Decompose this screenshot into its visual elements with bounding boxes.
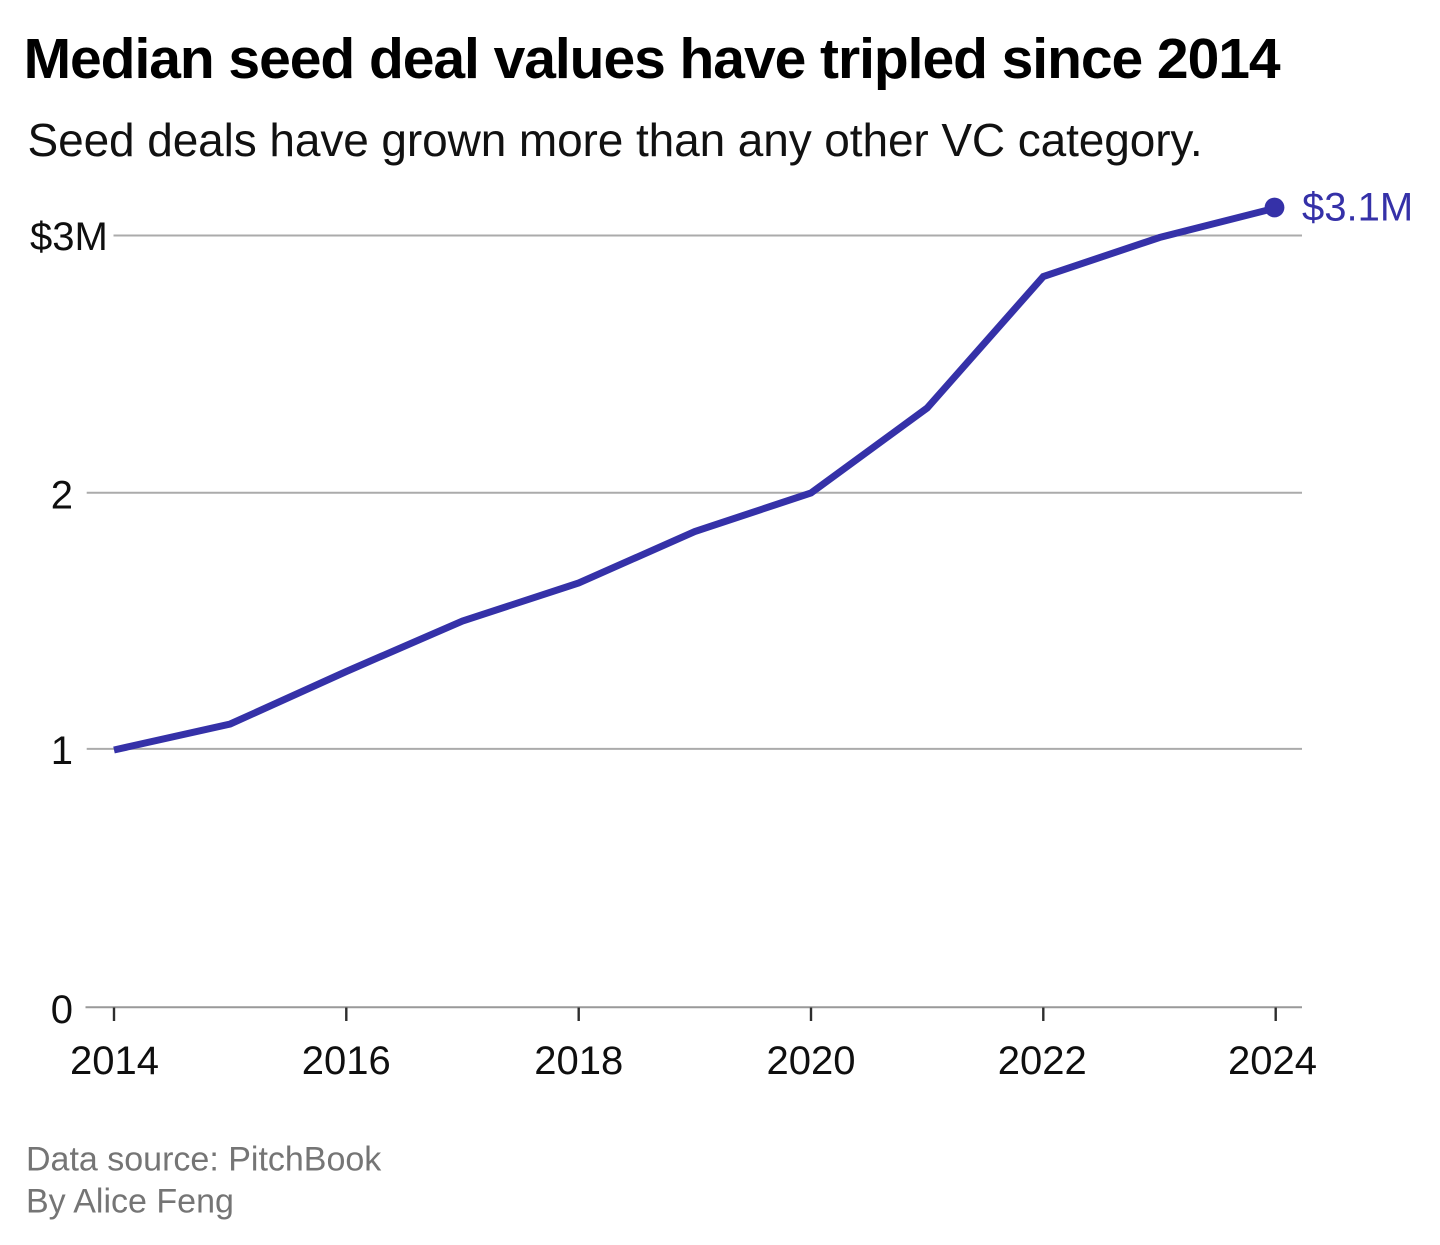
svg-text:2016: 2016 bbox=[302, 1039, 391, 1083]
svg-text:Seed deals have grown more tha: Seed deals have grown more than any othe… bbox=[28, 114, 1203, 166]
svg-text:$3M: $3M bbox=[30, 215, 108, 259]
svg-text:2: 2 bbox=[51, 474, 73, 518]
svg-text:1: 1 bbox=[51, 729, 73, 773]
svg-text:2014: 2014 bbox=[70, 1039, 159, 1083]
svg-text:2018: 2018 bbox=[534, 1039, 623, 1083]
svg-text:Median seed deal values have t: Median seed deal values have tripled sin… bbox=[24, 27, 1281, 91]
svg-text:2022: 2022 bbox=[998, 1039, 1087, 1083]
svg-text:0: 0 bbox=[51, 988, 73, 1032]
svg-text:2020: 2020 bbox=[767, 1039, 856, 1083]
svg-text:Data source: PitchBook: Data source: PitchBook bbox=[26, 1140, 382, 1178]
svg-text:$3.1M: $3.1M bbox=[1302, 186, 1413, 230]
svg-text:2024: 2024 bbox=[1228, 1039, 1317, 1083]
svg-text:By Alice Feng: By Alice Feng bbox=[26, 1183, 234, 1221]
